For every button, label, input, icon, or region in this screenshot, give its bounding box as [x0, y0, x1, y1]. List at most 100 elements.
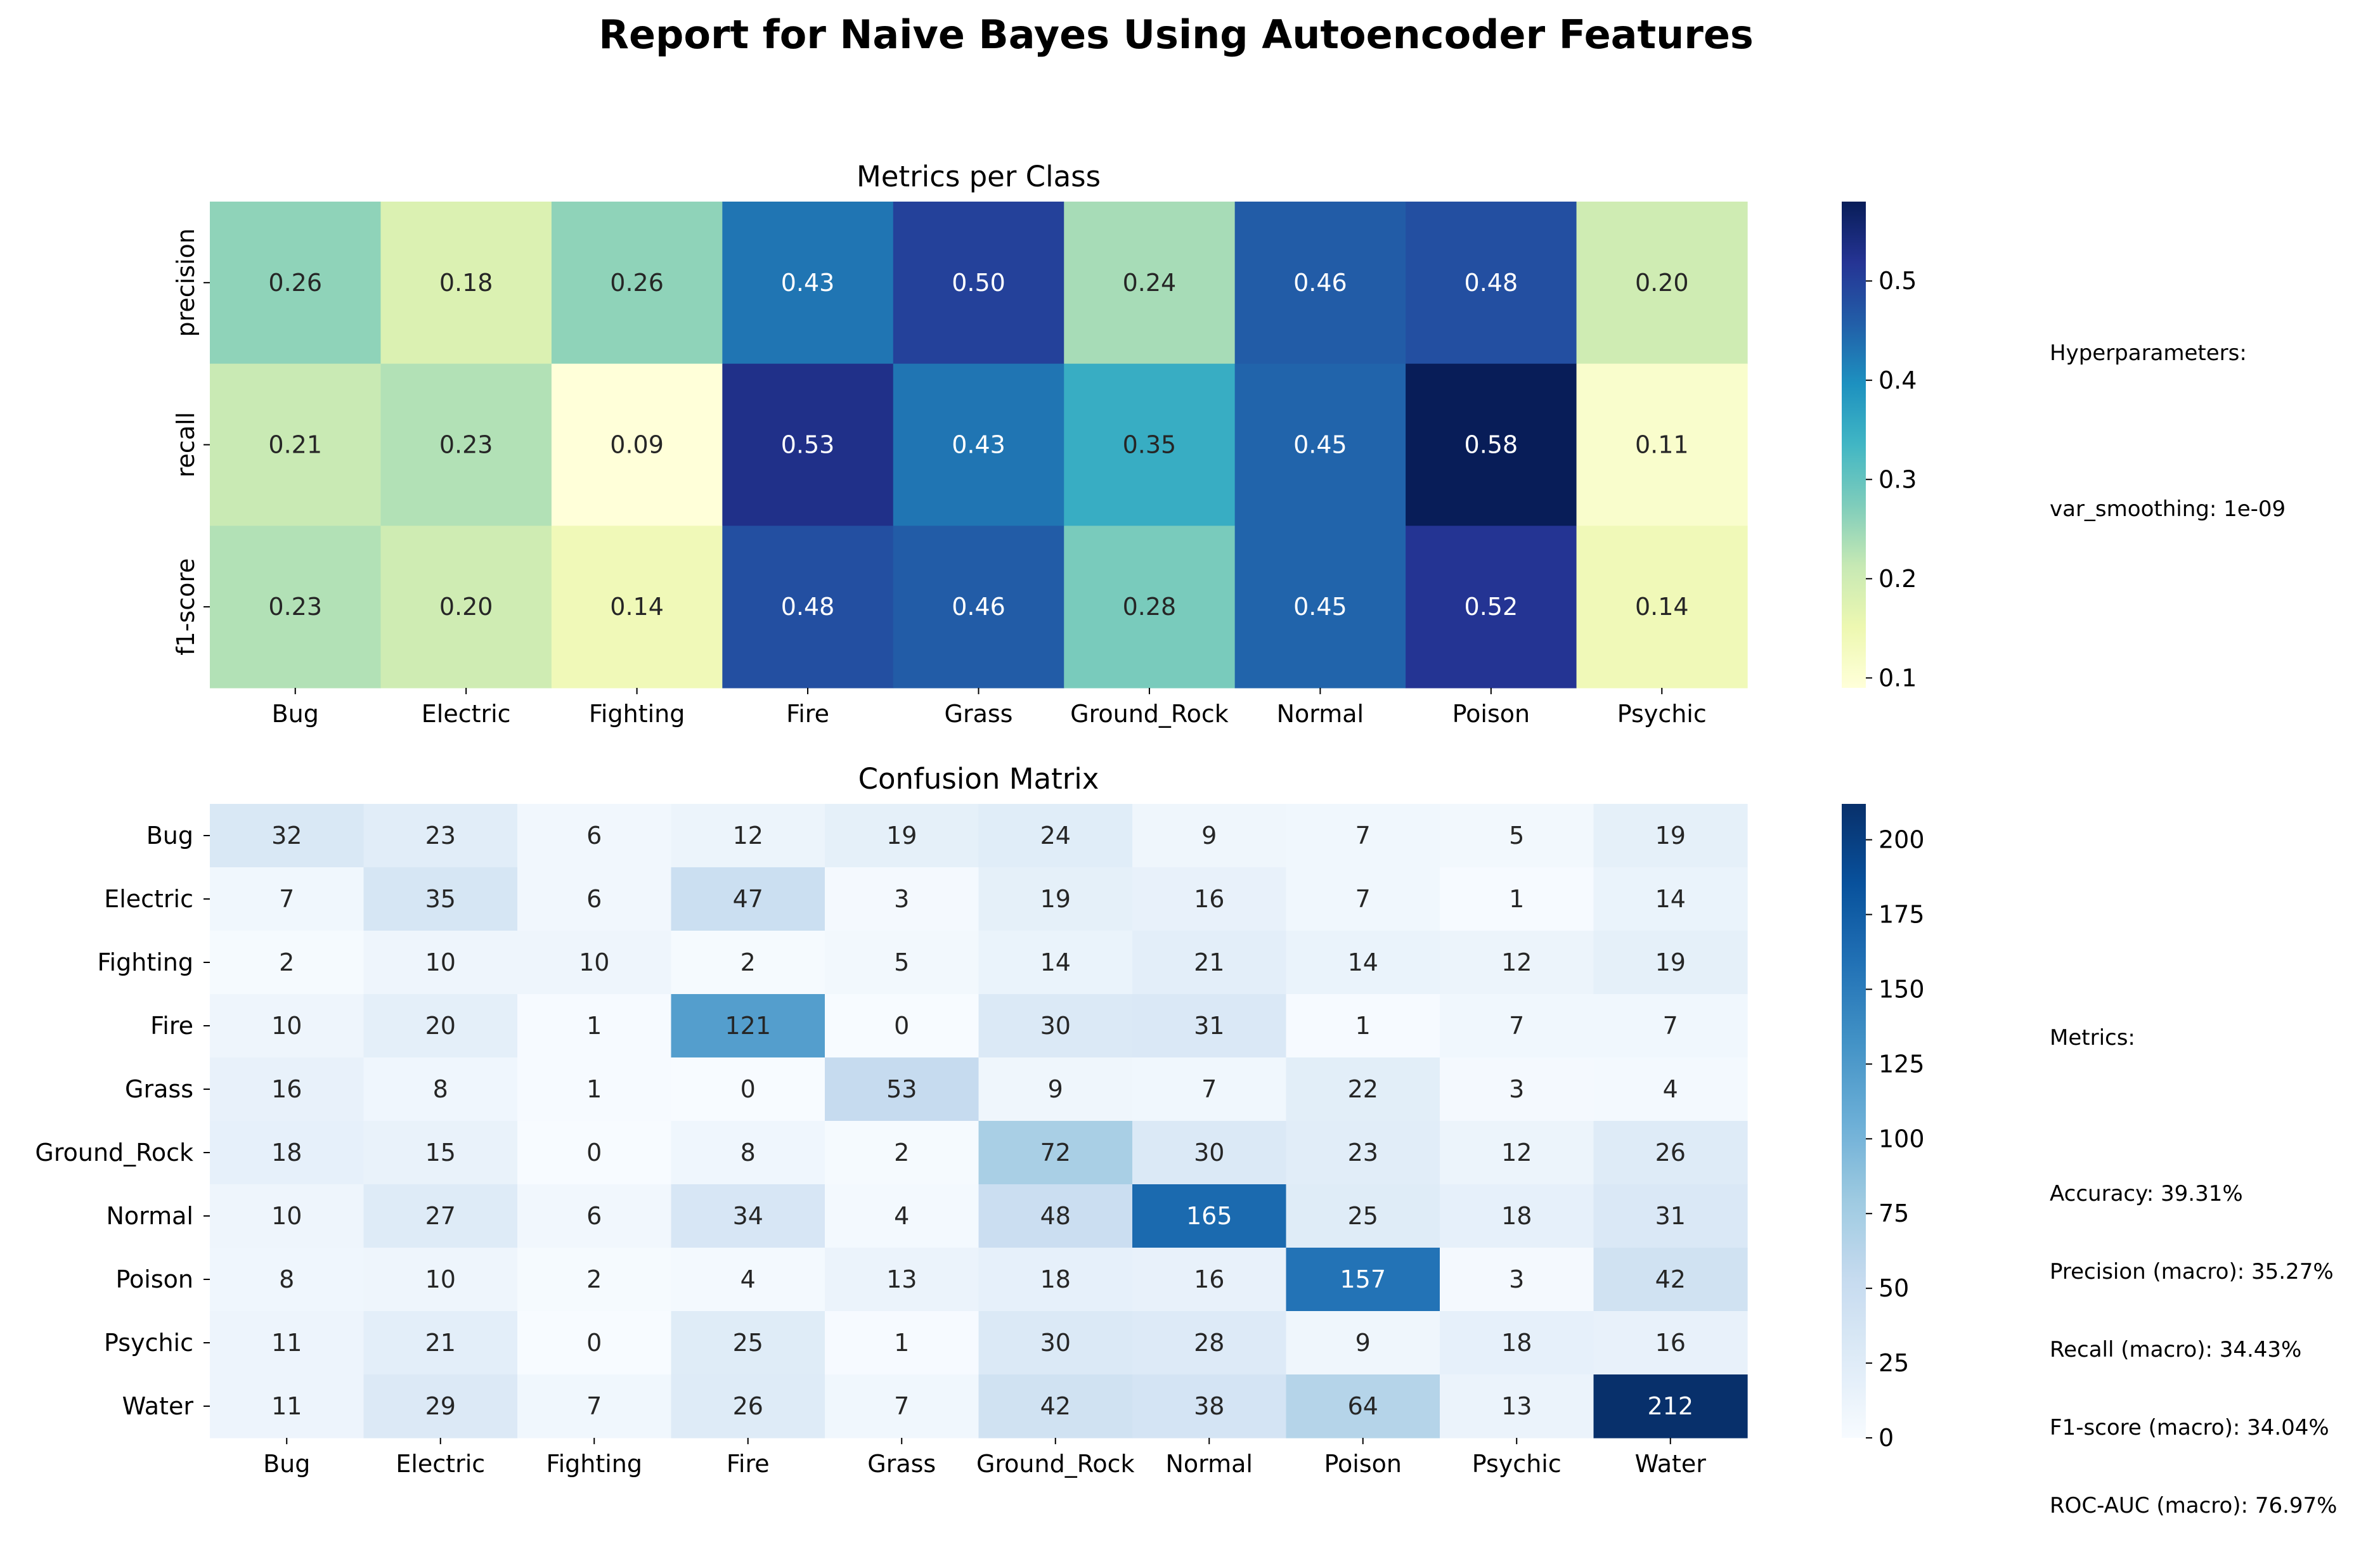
metrics-cell-0-6 [1234, 202, 1406, 365]
cm-cell-3-4 [825, 994, 980, 1058]
metrics-cell-label-0-0: 0.26 [268, 269, 322, 297]
cm-cell-label-2-5: 14 [1040, 948, 1071, 976]
metrics-xtick-label-3: Fire [786, 700, 829, 728]
cm-cell-4-3 [671, 1057, 825, 1122]
cm-cell-8-1 [363, 1311, 518, 1375]
cm-cell-label-7-4: 13 [886, 1265, 917, 1293]
cm-cell-label-9-9: 212 [1647, 1392, 1693, 1420]
cm-cell-3-2 [517, 994, 672, 1058]
cm-cell-2-3 [671, 931, 825, 995]
cm-cell-7-8 [1440, 1248, 1594, 1312]
cm-cell-label-5-9: 26 [1655, 1139, 1686, 1167]
metrics-cell-label-1-8: 0.11 [1635, 431, 1689, 459]
cm-cell-label-2-9: 19 [1655, 948, 1686, 976]
cm-ytick-label-0: Bug [146, 822, 193, 850]
cm-cell-label-9-6: 38 [1194, 1392, 1224, 1420]
metrics-ytick-label-0: precision [172, 228, 200, 337]
cm-ytick-label-7: Poison [116, 1265, 194, 1293]
metrics-cell-label-1-5: 0.35 [1123, 431, 1177, 459]
cm-cell-9-4 [825, 1374, 980, 1438]
cm-cell-label-6-1: 27 [425, 1202, 456, 1230]
metrics-cell-2-8 [1576, 526, 1748, 688]
cm-cell-1-2 [517, 867, 672, 931]
cm-cell-label-5-8: 12 [1501, 1139, 1532, 1167]
metrics-cell-label-0-7: 0.48 [1465, 269, 1518, 297]
metrics-xtick-label-8: Psychic [1617, 700, 1707, 728]
cm-cell-label-1-1: 35 [425, 885, 456, 913]
cm-cbar-tick-label-6: 150 [1879, 975, 1925, 1003]
cm-xtick-label-6: Normal [1166, 1450, 1253, 1478]
cm-cell-label-8-9: 16 [1655, 1329, 1686, 1357]
metrics-cell-1-8 [1576, 363, 1748, 526]
cm-cell-0-1 [363, 804, 518, 868]
cm-cell-4-6 [1132, 1057, 1287, 1122]
cm-cell-1-1 [363, 867, 518, 931]
cm-cell-label-2-2: 10 [579, 948, 609, 976]
cm-cell-8-9 [1593, 1311, 1748, 1375]
cm-cell-label-6-9: 31 [1655, 1202, 1686, 1230]
cm-cell-label-9-5: 42 [1040, 1392, 1071, 1420]
cm-cell-4-7 [1286, 1057, 1440, 1122]
cm-cbar-bar [1842, 804, 1866, 1438]
cm-ytick-label-2: Fighting [97, 948, 193, 976]
cm-cell-4-4 [825, 1057, 980, 1122]
cm-cell-1-4 [825, 867, 980, 931]
metrics-cell-1-6 [1234, 363, 1406, 526]
metrics-heading: Metrics: [2050, 1025, 2135, 1050]
metrics-cell-1-0 [210, 363, 382, 526]
cm-cell-3-1 [363, 994, 518, 1058]
cm-cell-label-2-4: 5 [894, 948, 909, 976]
metrics-cell-1-1 [380, 363, 552, 526]
cm-cell-label-1-4: 3 [894, 885, 909, 913]
cm-cell-1-7 [1286, 867, 1440, 931]
cm-cell-3-8 [1440, 994, 1594, 1058]
metrics-cell-label-2-7: 0.52 [1465, 593, 1518, 621]
metrics-cell-label-0-6: 0.46 [1293, 269, 1347, 297]
cm-cbar-tick-label-8: 200 [1879, 826, 1925, 854]
cm-cell-1-9 [1593, 867, 1748, 931]
metrics-cbar-tick-label-4: 0.5 [1879, 267, 1917, 295]
metrics-ytick-label-1: recall [172, 412, 200, 477]
cm-cell-label-6-3: 34 [733, 1202, 763, 1230]
cm-cell-3-6 [1132, 994, 1287, 1058]
cm-cell-2-5 [978, 931, 1133, 995]
cm-cell-label-6-6: 165 [1186, 1202, 1232, 1230]
cm-cell-label-9-0: 11 [271, 1392, 302, 1420]
cm-cell-label-5-1: 15 [425, 1139, 456, 1167]
metrics-cell-label-2-3: 0.48 [781, 593, 835, 621]
metrics-cell-1-3 [722, 363, 894, 526]
metrics-xtick-label-2: Fighting [589, 700, 685, 728]
metric-roc-auc: ROC-AUC (macro): 76.97% [2050, 1493, 2338, 1518]
cm-cell-5-7 [1286, 1121, 1440, 1185]
cm-cell-3-3 [671, 994, 825, 1058]
metrics-cbar-tick-label-2: 0.3 [1879, 465, 1917, 493]
cm-cell-label-0-0: 32 [271, 822, 302, 850]
cm-cell-6-0 [210, 1184, 365, 1248]
cm-ytick-label-8: Psychic [104, 1329, 193, 1357]
cm-cell-8-4 [825, 1311, 980, 1375]
cm-cell-0-7 [1286, 804, 1440, 868]
cm-cell-0-4 [825, 804, 980, 868]
cm-cell-label-6-8: 18 [1501, 1202, 1532, 1230]
cm-cell-label-8-8: 18 [1501, 1329, 1532, 1357]
metrics-cell-0-0 [210, 202, 382, 365]
cm-cell-4-5 [978, 1057, 1133, 1122]
metrics-cell-0-4 [893, 202, 1064, 365]
cm-cell-2-9 [1593, 931, 1748, 995]
metrics-panel: Metrics: Accuracy: 39.31% Precision (mac… [2050, 973, 2337, 1545]
cm-cell-label-8-7: 9 [1355, 1329, 1371, 1357]
cm-xtick-label-7: Poison [1324, 1450, 1402, 1478]
cm-cell-7-3 [671, 1248, 825, 1312]
metrics-cell-label-1-0: 0.21 [268, 431, 322, 459]
cm-cell-0-8 [1440, 804, 1594, 868]
metric-accuracy: Accuracy: 39.31% [2050, 1181, 2243, 1206]
confusion-matrix-heatmap: 32 23 6 12 19 24 9 7 5 197 35 6 47 3 19 16 7 1 142 10 10 2 5 14… [35, 762, 1748, 1478]
cm-cell-6-4 [825, 1184, 980, 1248]
cm-cell-3-7 [1286, 994, 1440, 1058]
cm-cell-label-4-4: 53 [886, 1075, 917, 1103]
hyperparameters-heading: Hyperparameters: [2050, 340, 2247, 366]
cm-cell-7-1 [363, 1248, 518, 1312]
metric-recall: Recall (macro): 34.43% [2050, 1337, 2302, 1362]
cm-cell-0-3 [671, 804, 825, 868]
cm-cell-label-1-9: 14 [1655, 885, 1686, 913]
